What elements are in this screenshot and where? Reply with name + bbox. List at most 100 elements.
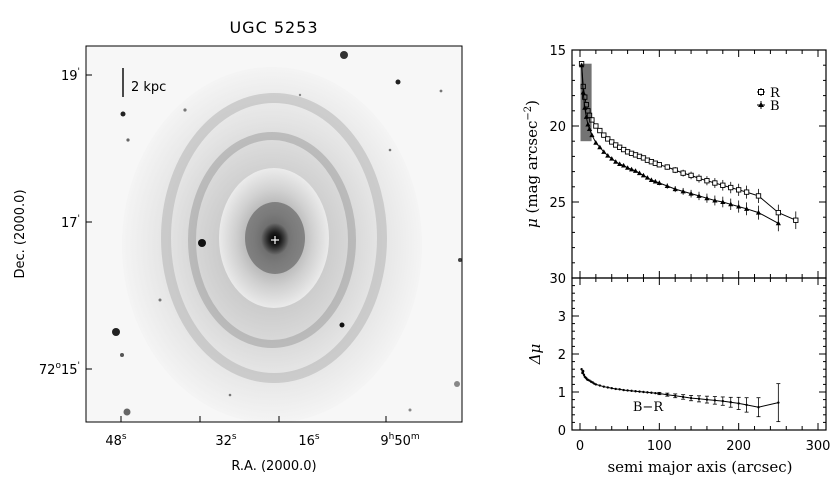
point-r [720, 179, 726, 191]
point-b [593, 140, 599, 145]
point-r [605, 136, 611, 142]
sb-ytick-label: 15 [549, 44, 566, 59]
color-point [756, 397, 761, 418]
point-b [628, 166, 635, 172]
color-point [712, 396, 717, 405]
star [198, 239, 206, 247]
color-xtick-label: 0 [576, 439, 584, 454]
color-ytick-label: 0 [558, 424, 566, 439]
color-point [581, 371, 584, 375]
star [183, 108, 187, 112]
sb-ytick-label: 20 [549, 120, 566, 135]
point-r [601, 132, 607, 138]
galaxy-image [86, 46, 462, 422]
point-b [688, 189, 694, 198]
star [120, 111, 126, 117]
color-annotation: B−R [633, 400, 664, 415]
point-b [704, 193, 710, 203]
color-panel-frame [571, 277, 827, 431]
star [126, 138, 130, 142]
color-point [618, 388, 621, 391]
legend-label-r: R [770, 86, 781, 101]
point-r [696, 174, 702, 183]
star [439, 89, 443, 93]
dec-tick-label: 17' [61, 214, 80, 231]
star [339, 322, 345, 328]
profile-xlabel: semi major axis (arcsec) [607, 458, 792, 476]
color-point [582, 373, 586, 377]
star [395, 79, 401, 85]
point-b [605, 153, 611, 158]
sb-series [578, 61, 799, 232]
color-xtick-label: 100 [647, 439, 672, 454]
color-point [580, 368, 583, 371]
color-xtick-label: 200 [726, 439, 751, 454]
ra-tick-marks [120, 416, 387, 422]
point-r [704, 176, 710, 186]
ra-tick-label: 16s [298, 432, 320, 449]
star [298, 93, 302, 97]
color-point [720, 396, 725, 406]
legend: R B [757, 86, 781, 114]
point-r [680, 169, 686, 177]
color-point [630, 389, 633, 393]
point-b [664, 183, 670, 189]
point-b [632, 168, 639, 173]
star [340, 51, 348, 59]
color-point [681, 394, 686, 400]
point-b [680, 187, 686, 195]
legend-label-b: B [770, 99, 780, 114]
color-ytick-label: 1 [558, 386, 566, 401]
sb-ylabel: μ (mag arcsec−2) [523, 100, 541, 228]
point-b [696, 191, 702, 201]
point-b [656, 180, 662, 186]
point-b [652, 178, 658, 184]
color-point [581, 369, 585, 373]
color-point [657, 391, 662, 396]
point-b [621, 162, 627, 168]
star [454, 381, 460, 387]
color-point [606, 386, 609, 389]
point-b [625, 165, 631, 170]
point-b [609, 156, 615, 161]
point-r [743, 185, 750, 199]
color-point [673, 393, 678, 399]
color-point [665, 392, 670, 397]
star [388, 148, 392, 152]
sb-ytick-label: 30 [549, 272, 566, 287]
sb-panel-frame [571, 49, 827, 279]
color-point [638, 390, 641, 393]
point-r [688, 171, 694, 180]
ra-tick-label: 32s [215, 432, 237, 449]
dec-tick-label: 72o15' [39, 361, 80, 378]
color-xtick-label: 300 [806, 439, 831, 454]
image-frame [85, 45, 463, 423]
scale-bar-label: 2 kpc [131, 80, 166, 95]
point-r [728, 181, 734, 194]
point-r [712, 178, 718, 188]
color-ytick-label: 3 [558, 310, 566, 325]
color-point [622, 388, 625, 392]
ra-tick-label: 9h50m [380, 432, 419, 449]
point-r [736, 183, 742, 196]
point-b [672, 186, 678, 193]
point-b [617, 161, 623, 166]
color-ytick-label: 2 [558, 348, 566, 363]
point-b [648, 177, 654, 182]
image-ylabel: Dec. (2000.0) [13, 189, 28, 278]
color-point [642, 390, 645, 394]
point-r [793, 211, 799, 230]
color-point [614, 387, 617, 391]
color-series [580, 368, 781, 423]
point-b [613, 159, 619, 164]
point-b [597, 144, 603, 150]
point-b [601, 149, 607, 154]
point-r [656, 162, 662, 168]
point-r [672, 167, 678, 174]
color-point [728, 396, 733, 408]
point-b [744, 202, 750, 216]
image-title: UGC 5253 [229, 18, 318, 37]
point-r [593, 123, 599, 129]
